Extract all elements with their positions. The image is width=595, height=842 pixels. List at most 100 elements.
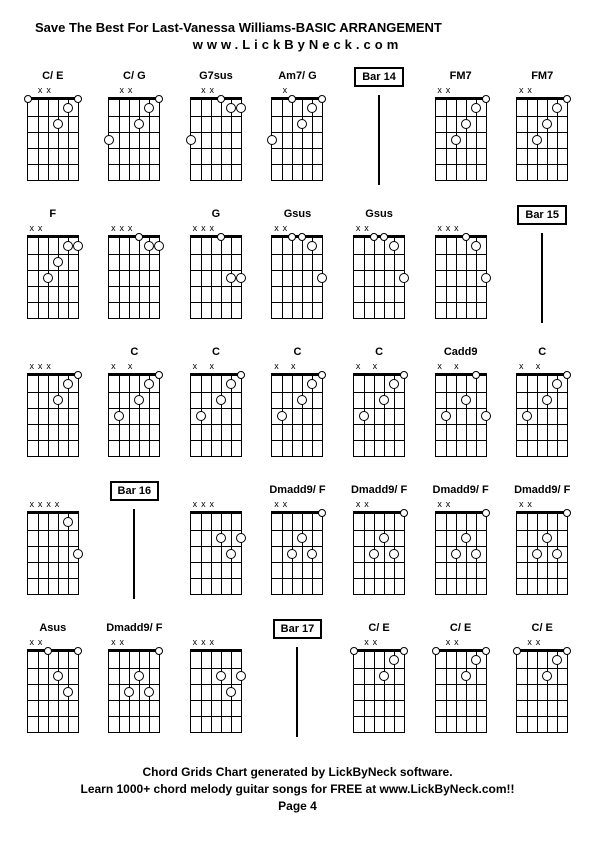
bar-label: Bar 14 (354, 67, 404, 87)
fretboard (190, 235, 242, 319)
fretboard (108, 97, 160, 181)
fretboard (271, 373, 323, 457)
chord-label: Asus (39, 619, 66, 637)
chord-cell: Gxxx (179, 205, 253, 335)
finger-dot (317, 273, 327, 283)
open-string (318, 371, 326, 379)
fretboard (27, 373, 79, 457)
finger-dot (542, 533, 552, 543)
chord-cell: Gsusxx (342, 205, 416, 335)
chord-label: C/ E (532, 619, 553, 637)
chord-cell: Cadd9xx (424, 343, 498, 473)
fretboard (190, 97, 242, 181)
chord-diagram: xx (23, 85, 83, 185)
chord-diagram: x (267, 85, 327, 185)
finger-dot (389, 655, 399, 665)
finger-dot (297, 119, 307, 129)
chord-cell: xxx (16, 343, 90, 473)
chord-cell: C/ Gxx (97, 67, 171, 197)
chord-diagram: xx (104, 85, 164, 185)
open-string (380, 233, 388, 241)
chord-label: F (49, 205, 56, 223)
open-string (155, 647, 163, 655)
fretboard (108, 235, 160, 319)
mute-row: xx (272, 361, 322, 371)
mute-row: xx (109, 637, 159, 647)
chord-label: C (375, 343, 383, 361)
mute-row: xxxx (28, 499, 78, 509)
chord-diagram: xx (186, 361, 246, 461)
open-string (563, 371, 571, 379)
finger-dot (379, 395, 389, 405)
chord-cell: Dmadd9/ Fxx (97, 619, 171, 749)
chord-cell: Cxx (97, 343, 171, 473)
fretboard (353, 511, 405, 595)
chord-cell: xxx (179, 481, 253, 611)
chord-cell: C/ Exx (505, 619, 579, 749)
finger-dot (461, 533, 471, 543)
fretboard (516, 97, 568, 181)
chord-cell: Cxx (260, 343, 334, 473)
fretboard (27, 511, 79, 595)
finger-dot (134, 119, 144, 129)
finger-dot (307, 549, 317, 559)
finger-dot (277, 411, 287, 421)
finger-dot (63, 379, 73, 389)
mute-row: xx (436, 85, 486, 95)
mute-row: xxx (28, 361, 78, 371)
fretboard (353, 373, 405, 457)
finger-dot (216, 533, 226, 543)
chord-diagram: xx (186, 85, 246, 185)
chord-diagram: xx (512, 361, 572, 461)
mute-row: xx (28, 223, 78, 233)
finger-dot (481, 273, 491, 283)
open-string (217, 233, 225, 241)
fretboard (435, 649, 487, 733)
chord-label: Gsus (365, 205, 393, 223)
mute-row: xx (517, 85, 567, 95)
fretboard (108, 373, 160, 457)
open-string (472, 371, 480, 379)
finger-dot (471, 241, 481, 251)
open-string (155, 95, 163, 103)
chord-cell: G7susxx (179, 67, 253, 197)
finger-dot (124, 687, 134, 697)
chord-cell: xxx (424, 205, 498, 335)
fretboard (353, 235, 405, 319)
chord-diagram: xx (349, 223, 409, 323)
chord-diagram: xxx (23, 361, 83, 461)
finger-dot (451, 549, 461, 559)
bar-label: Bar 16 (110, 481, 160, 501)
chord-cell: Dmadd9/ Fxx (424, 481, 498, 611)
mute-row: xx (109, 361, 159, 371)
bar-label: Bar 15 (517, 205, 567, 225)
chord-cell: Cxx (342, 343, 416, 473)
open-string (318, 95, 326, 103)
finger-dot (389, 241, 399, 251)
finger-dot (53, 395, 63, 405)
mute-row: x (272, 85, 322, 95)
finger-dot (542, 395, 552, 405)
finger-dot (451, 135, 461, 145)
mute-row: xx (354, 637, 404, 647)
chord-diagram: xx (23, 637, 83, 737)
fretboard (435, 97, 487, 181)
finger-dot (134, 395, 144, 405)
open-string (288, 233, 296, 241)
finger-dot (307, 379, 317, 389)
footer: Chord Grids Chart generated by LickByNec… (15, 764, 580, 814)
chord-label: Cadd9 (444, 343, 478, 361)
chord-cell: Asusxx (16, 619, 90, 749)
bar-divider (378, 95, 380, 185)
finger-dot (216, 671, 226, 681)
finger-dot (226, 549, 236, 559)
bar-marker: Bar 14 (342, 67, 416, 197)
chord-diagram: xx (431, 361, 491, 461)
finger-dot (236, 533, 246, 543)
open-string (482, 95, 490, 103)
finger-dot (552, 103, 562, 113)
chord-grid: C/ ExxC/ GxxG7susxxAm7/ GxBar 14FM7xxFM7… (15, 67, 580, 749)
fretboard (27, 97, 79, 181)
finger-dot (73, 241, 83, 251)
chord-label: Dmadd9/ F (351, 481, 407, 499)
